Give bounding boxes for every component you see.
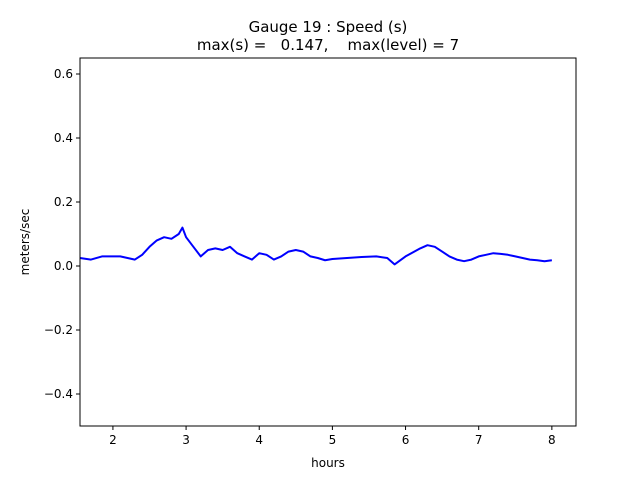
plot-area: 2 3 4 5 6 7 8 −0.4 −0.2 0.0 0.2 0.4 0.6 — [44, 57, 577, 447]
y-tick-label: −0.2 — [44, 323, 73, 337]
y-axis-label: meters/sec — [18, 209, 32, 276]
x-tick-label: 4 — [255, 433, 263, 447]
chart-title-line2: max(s) = 0.147, max(level) = 7 — [197, 36, 459, 54]
speed-series-line — [79, 226, 552, 266]
x-tick-label: 3 — [182, 433, 190, 447]
y-tick-label: 0.0 — [54, 259, 73, 273]
x-tick-label: 8 — [548, 433, 556, 447]
y-tick-label: 0.4 — [54, 131, 73, 145]
chart-title-line1: Gauge 19 : Speed (s) — [249, 18, 408, 36]
x-tick-label: 5 — [329, 433, 337, 447]
x-tick-label: 6 — [402, 433, 410, 447]
axes-frame — [79, 57, 577, 427]
x-tick-label: 7 — [475, 433, 483, 447]
y-tick-label: −0.4 — [44, 387, 73, 401]
data-layer — [79, 226, 552, 266]
x-tick-label: 2 — [109, 433, 117, 447]
x-axis-label: hours — [311, 456, 345, 470]
y-tick-label: 0.2 — [54, 195, 73, 209]
y-axis-ticks: −0.4 −0.2 0.0 0.2 0.4 0.6 — [44, 67, 80, 401]
y-tick-label: 0.6 — [54, 67, 73, 81]
x-axis-ticks: 2 3 4 5 6 7 8 — [109, 426, 556, 447]
